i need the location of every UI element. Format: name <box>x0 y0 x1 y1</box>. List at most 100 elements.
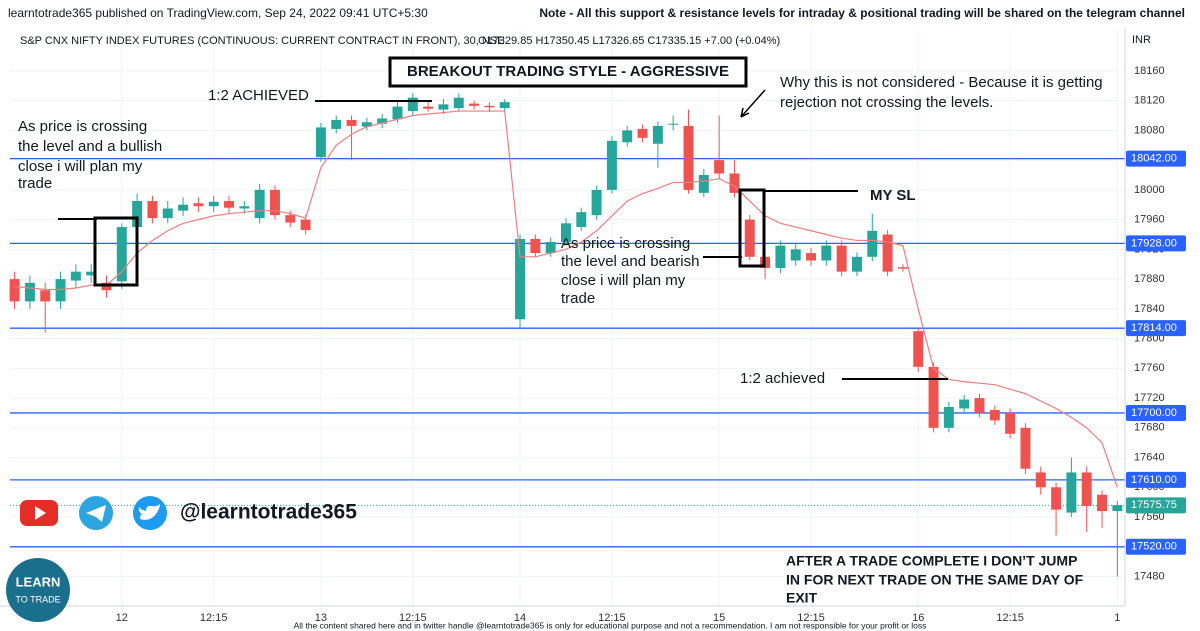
candle-body <box>836 245 847 272</box>
candle-body <box>300 219 311 231</box>
candle-body <box>959 399 970 409</box>
candle-body <box>652 125 663 144</box>
annotation: IN FOR NEXT TRADE ON THE SAME DAY OF <box>786 572 1084 588</box>
candle-body <box>790 249 801 261</box>
candle-body <box>70 271 81 281</box>
level-label-bg <box>1126 150 1186 167</box>
annotation: rejection not crossing the levels. <box>780 94 993 111</box>
candle-body <box>407 97 418 112</box>
logo-text: TO TRADE <box>15 594 60 604</box>
candle-body <box>606 140 617 190</box>
candle-body <box>974 398 985 413</box>
x-tick-label: 14 <box>514 612 526 624</box>
candle-body <box>1005 412 1016 434</box>
plot <box>9 93 1123 577</box>
candle-body <box>162 208 173 219</box>
y-tick-label: 17640 <box>1134 451 1165 463</box>
level-label: 17700.00 <box>1131 407 1177 419</box>
candle-body <box>775 245 786 268</box>
candle-body <box>821 245 832 261</box>
annotation: AFTER A TRADE COMPLETE I DON’T JUMP <box>786 553 1077 569</box>
candle-body <box>882 234 893 272</box>
candle-body <box>1066 472 1077 513</box>
candle-body <box>1081 472 1092 506</box>
candle-body <box>361 122 372 127</box>
level-label-bg <box>1126 320 1186 337</box>
annotation: As price is crossing <box>18 118 147 135</box>
annotation: the level and a bullish <box>18 138 162 155</box>
candle-body <box>178 204 189 211</box>
candle-body <box>867 230 878 257</box>
candle-body <box>285 215 296 223</box>
level-label: 18042.00 <box>1131 153 1177 165</box>
candle-body <box>377 118 388 124</box>
telegram-icon <box>86 505 106 522</box>
ohlc: O17329.85 H17350.45 L17326.65 C17335.15 … <box>478 35 780 47</box>
candle-body <box>897 267 908 269</box>
candle-body <box>331 119 342 129</box>
candle-body <box>622 130 633 143</box>
level-label: 17520.00 <box>1131 541 1177 553</box>
logo <box>6 558 70 622</box>
candle-body <box>928 366 939 428</box>
annotation: EXIT <box>786 590 818 606</box>
logo-text: LEARN <box>16 574 61 589</box>
candle-body <box>269 189 280 216</box>
annotation: close i will plan my <box>561 272 686 289</box>
candle-body <box>1097 494 1108 512</box>
handle: @learntotrade365 <box>180 501 357 524</box>
note: Note - All this support & resistance lev… <box>539 6 1185 20</box>
candle-body <box>729 173 740 193</box>
candle-body <box>484 105 495 108</box>
candle-body <box>193 203 204 207</box>
annotation: trade <box>561 290 595 307</box>
last-price-label: 17575.75 <box>1131 499 1177 511</box>
annotation: the level and bearish <box>561 253 699 270</box>
y-tick-label: 18160 <box>1134 65 1165 77</box>
arrow <box>740 89 766 118</box>
level-label: 17928.00 <box>1131 237 1177 249</box>
candle-body <box>576 212 587 228</box>
candle-body <box>346 119 357 126</box>
y-tick-label: 17880 <box>1134 273 1165 285</box>
grid <box>10 30 1125 606</box>
x-tick-label: 12:15 <box>399 612 427 624</box>
x-tick-label: 12:15 <box>200 612 228 624</box>
level-label-bg <box>1126 235 1186 252</box>
candle-body <box>101 282 112 291</box>
twitter-icon <box>138 504 160 520</box>
x-tick-label: 12 <box>116 612 128 624</box>
candle-body <box>913 331 924 367</box>
candle-body <box>147 201 158 219</box>
y-tick-label: 17680 <box>1134 422 1165 434</box>
candle-body <box>453 97 464 109</box>
candle-body <box>315 127 326 158</box>
candle-body <box>40 290 51 302</box>
candle-body <box>499 102 510 109</box>
candle-body <box>714 160 725 174</box>
candle-body <box>545 241 556 254</box>
level-label: 17610.00 <box>1131 474 1177 486</box>
candle-body <box>560 223 571 242</box>
annotation: As price is crossing <box>561 235 690 252</box>
level-label-bg <box>1126 538 1186 555</box>
candle-body <box>806 253 817 261</box>
last-price-bg <box>1126 497 1186 514</box>
candle-body <box>116 227 127 282</box>
candle-body <box>851 256 862 272</box>
candle-body <box>208 201 219 207</box>
x-tick-label: 1 <box>1114 612 1120 624</box>
y-tick-label: 17760 <box>1134 362 1165 374</box>
candle-body <box>9 279 20 302</box>
entry-box <box>738 188 766 268</box>
candle-body <box>683 125 694 190</box>
candle-body <box>423 106 434 109</box>
candle-body <box>1112 505 1123 512</box>
level-label-bg <box>1126 404 1186 421</box>
candle-body <box>224 201 234 208</box>
candle-body <box>1035 472 1046 488</box>
level-label: 17814.00 <box>1131 322 1177 334</box>
annotation: 1:2 achieved <box>740 370 825 387</box>
annotation: 1:2 ACHIEVED <box>208 87 309 104</box>
